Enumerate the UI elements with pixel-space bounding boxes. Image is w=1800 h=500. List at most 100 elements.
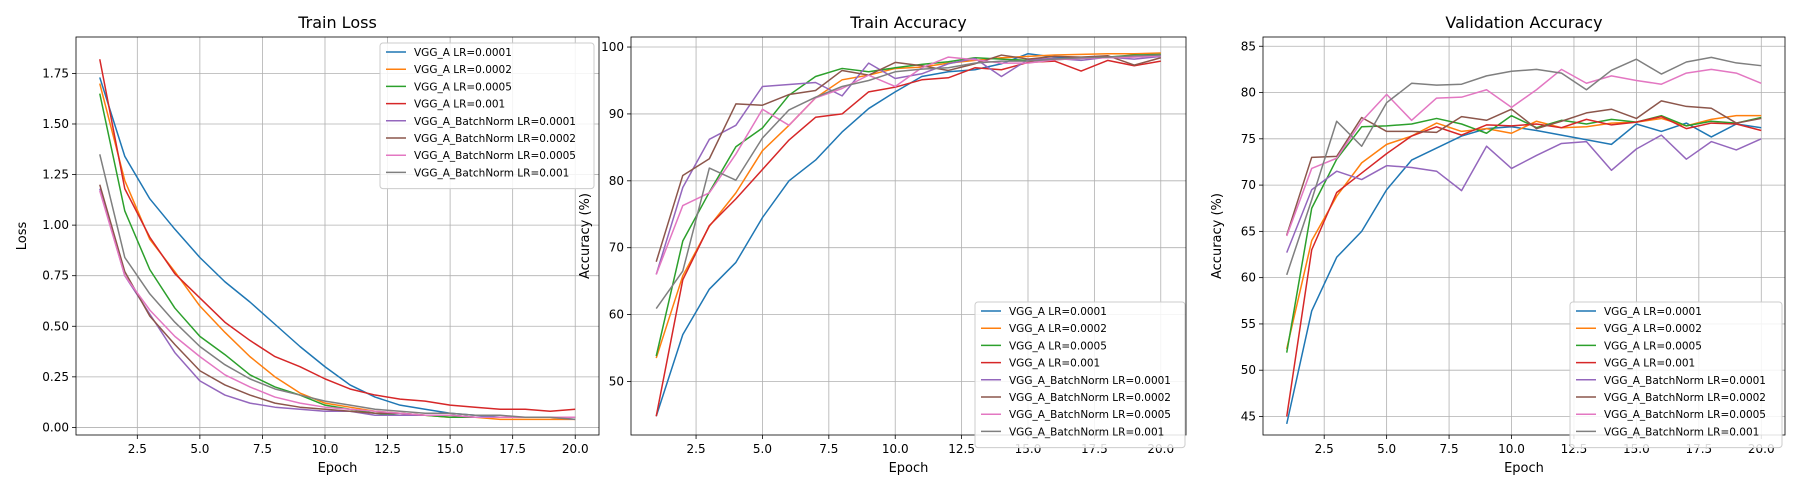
chart1-ytick-label-4: 1.00 [42,218,69,232]
chart1-ytick-label-2: 0.50 [42,319,69,333]
chart2-series-line-1 [655,52,1161,359]
chart1-ytick-label-1: 0.25 [42,370,69,384]
chart2-ytick-label-4: 90 [609,107,624,121]
chart2-xtick-label-1: 5.0 [753,442,772,456]
chart1-legend-box [379,42,595,190]
chart2-series-line-3 [655,59,1161,417]
chart1-ytick-label-7: 1.75 [42,66,69,80]
chart3-legend-box [1569,301,1783,449]
chart2-legend-label-6: VGG_A_BatchNorm LR=0.0005 [1009,409,1171,421]
chart1-xtick-label-3: 10.0 [312,442,339,456]
chart1-legend: VGG_A LR=0.0001 VGG_A LR=0.0002 VGG_A LR=0… [379,42,595,190]
chart3-ytick-label-4: 65 [1241,224,1256,238]
chart3-xtick-label-1: 5.0 [1377,442,1396,456]
chart2-xtick-label-2: 7.5 [819,442,838,456]
chart3-title: Validation Accuracy [1445,13,1602,32]
chart3-legend: VGG_A LR=0.0001 VGG_A LR=0.0002 VGG_A LR=0… [1569,301,1783,449]
chart1-xlabel: Epoch [318,461,358,476]
chart2-legend-label-4: VGG_A_BatchNorm LR=0.0001 [1009,375,1171,387]
chart3-ytick-label-8: 85 [1241,39,1256,53]
chart2-xtick-label-0: 2.5 [687,442,706,456]
chart3-series-line-2 [1285,114,1762,353]
chart3-xlabel: Epoch [1504,461,1544,476]
chart2-ylabel: Accuracy (%) [578,193,593,279]
chart2-legend: VGG_A LR=0.0001 VGG_A LR=0.0002 VGG_A LR=0… [974,301,1186,449]
chart3-series-line-6 [1286,68,1762,237]
chart3-legend-label-4: VGG_A_BatchNorm LR=0.0001 [1604,375,1766,387]
chart1-xtick-label-5: 15.0 [437,442,464,456]
chart3-ylabel: Accuracy (%) [1210,193,1225,279]
chart2-ytick-label-5: 100 [601,40,624,54]
chart3-xtick-label-2: 7.5 [1440,442,1459,456]
chart1-legend-label-5: VGG_A_BatchNorm LR=0.0002 [414,133,576,145]
chart1-series-line-3 [99,59,576,412]
chart3-legend-label-2: VGG_A LR=0.0005 [1604,340,1702,352]
chart1-series-line-6 [99,190,576,419]
chart3-series-line-7 [1286,56,1762,276]
chart1-legend-label-1: VGG_A LR=0.0002 [414,64,512,76]
chart2-legend-label-5: VGG_A_BatchNorm LR=0.0002 [1009,392,1171,404]
chart1-frame [75,36,600,436]
chart1-legend-label-4: VGG_A_BatchNorm LR=0.0001 [414,116,576,128]
chart1-ytick-label-6: 1.50 [42,117,69,131]
chart2-series-line-5 [655,54,1161,262]
chart3-ytick-label-6: 75 [1241,132,1256,146]
chart3-legend-label-5: VGG_A_BatchNorm LR=0.0002 [1604,392,1766,404]
chart3-legend-label-1: VGG_A LR=0.0002 [1604,323,1702,335]
chart2-ytick-label-2: 70 [609,241,624,255]
chart1-legend-label-6: VGG_A_BatchNorm LR=0.0005 [414,150,576,162]
chart3-legend-label-0: VGG_A LR=0.0001 [1604,306,1702,318]
chart3-legend-label-7: VGG_A_BatchNorm LR=0.001 [1604,426,1759,438]
chart1-title: Train Loss [297,13,377,32]
chart1-xtick-label-2: 7.5 [253,442,272,456]
chart2-ytick-label-3: 80 [609,174,624,188]
chart2-legend-label-7: VGG_A_BatchNorm LR=0.001 [1009,426,1164,438]
chart3-series-line-4 [1286,134,1762,253]
chart3-ytick-label-0: 45 [1241,409,1256,423]
chart2-xlabel: Epoch [889,461,929,476]
chart1-xtick-label-4: 12.5 [374,442,401,456]
chart2-legend-label-1: VGG_A LR=0.0002 [1009,323,1107,335]
chart1-ytick-label-3: 0.75 [42,269,69,283]
chart3-axes: 2.5 5.0 7.5 10.0 12.5 15.0 17.5 20.045505560657… [1210,13,1786,476]
chart1-legend-label-2: VGG_A LR=0.0005 [414,81,512,93]
chart2-series-line-6 [655,54,1161,275]
chart3-ytick-label-1: 50 [1241,363,1256,377]
chart3-xtick-label-3: 10.0 [1498,442,1525,456]
chart1-legend-label-7: VGG_A_BatchNorm LR=0.001 [414,167,569,179]
chart3-series-line-3 [1285,115,1762,417]
chart2-axes: 2.5 5.0 7.5 10.0 12.5 15.0 17.5 20.050607080901… [578,13,1187,476]
chart3-ytick-label-5: 70 [1241,178,1256,192]
chart1-ylabel: Loss [15,222,30,251]
chart2-series-line-4 [655,55,1161,275]
chart3-xtick-label-0: 2.5 [1315,442,1334,456]
chart2-series-line-7 [655,54,1161,310]
chart3-legend-label-3: VGG_A LR=0.001 [1604,358,1695,370]
chart3-ytick-label-7: 80 [1241,86,1256,100]
chart1-xtick-label-0: 2.5 [128,442,147,456]
chart2-ytick-label-0: 50 [609,374,624,388]
chart3-series-line-5 [1286,100,1762,236]
chart2-legend-box [974,301,1186,449]
chart2-title: Train Accuracy [849,13,967,32]
chart1-xtick-label-6: 17.5 [499,442,526,456]
chart3-frame [1262,36,1786,436]
chart3-ytick-label-2: 55 [1241,317,1256,331]
chart1-legend-label-3: VGG_A LR=0.001 [414,99,505,111]
chart2-legend-label-0: VGG_A LR=0.0001 [1009,306,1107,318]
chart2-frame [630,36,1187,436]
chart1-axes: 2.5 5.0 7.5 10.0 12.5 15.0 17.5 20.0 0.00 0.25 0.5… [15,13,600,476]
chart1-legend-label-0: VGG_A LR=0.0001 [414,47,512,59]
chart2-legend-label-3: VGG_A LR=0.001 [1009,358,1100,370]
chart1-ytick-label-0: 0.00 [42,420,69,434]
chart3-legend-label-6: VGG_A_BatchNorm LR=0.0005 [1604,409,1766,421]
chart1-ytick-label-5: 1.25 [42,168,69,182]
chart2-xtick-label-3: 10.0 [882,442,909,456]
chart3-ytick-label-3: 60 [1241,271,1256,285]
chart1-xtick-label-7: 20.0 [562,442,589,456]
chart2-ytick-label-1: 60 [609,308,624,322]
chart1-series-line-7 [99,154,576,421]
chart2-xtick-label-4: 12.5 [948,442,975,456]
chart1-xtick-label-1: 5.0 [190,442,209,456]
